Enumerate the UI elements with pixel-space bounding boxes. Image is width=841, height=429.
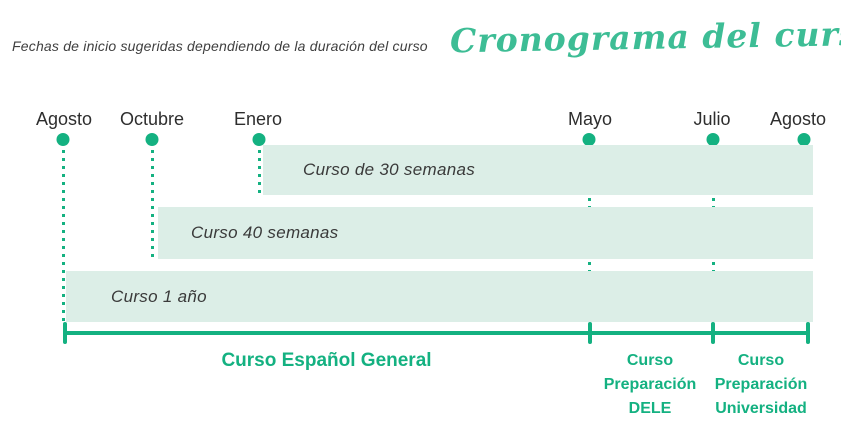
month-label-agosto: Agosto <box>35 109 93 129</box>
bar-label: Curso 1 año <box>111 286 207 306</box>
dropline-enero <box>257 150 261 196</box>
segment-label-line: Curso Español General <box>221 350 432 371</box>
bar-label: Curso 40 semanas <box>191 223 339 242</box>
milestone-dot-julio <box>706 133 720 146</box>
dropline-octubre <box>150 150 154 262</box>
segment-label-line: Universidad <box>715 400 807 417</box>
bar-curso-30-semanas: Curso de 30 semanas <box>263 145 813 195</box>
month-label-julio: Julio <box>693 109 731 129</box>
milestone-dot-agosto <box>56 133 70 146</box>
segment-label-line: Curso <box>626 352 674 369</box>
axis-tick-julio <box>711 322 715 344</box>
axis-tick-end <box>806 322 810 344</box>
segment-label-line: Preparación <box>603 376 697 393</box>
milestone-dot-octubre <box>145 133 159 146</box>
segment-label-espanol-general: Curso Español General <box>63 350 590 372</box>
segment-label-line: DELE <box>628 400 672 417</box>
bar-curso-1-ano: Curso 1 año <box>66 271 813 322</box>
axis-tick-agosto <box>63 322 67 344</box>
bar-curso-40-semanas: Curso 40 semanas <box>158 207 813 259</box>
chart-title: Cronograma del curso <box>449 13 841 61</box>
month-label-agosto-end: Agosto <box>769 109 827 129</box>
segment-label-preparacion-universidad: Curso Preparación Universidad <box>705 349 817 421</box>
month-label-enero: Enero <box>233 109 283 129</box>
milestone-dot-agosto-end <box>797 133 811 146</box>
bar-label: Curso de 30 semanas <box>303 160 476 179</box>
chart-subtitle: Fechas de inicio sugeridas dependiendo d… <box>12 38 428 54</box>
axis-tick-mayo <box>588 322 592 344</box>
milestone-dot-enero <box>252 133 266 146</box>
segment-label-line: Curso <box>737 352 785 369</box>
month-label-octubre: Octubre <box>119 109 185 129</box>
segment-label-line: Preparación <box>714 376 808 393</box>
segment-label-preparacion-dele: Curso Preparación DELE <box>588 349 712 421</box>
dropline-agosto <box>61 150 65 325</box>
timeline-axis <box>63 331 810 335</box>
month-label-mayo: Mayo <box>567 109 613 129</box>
milestone-dot-mayo <box>582 133 596 146</box>
